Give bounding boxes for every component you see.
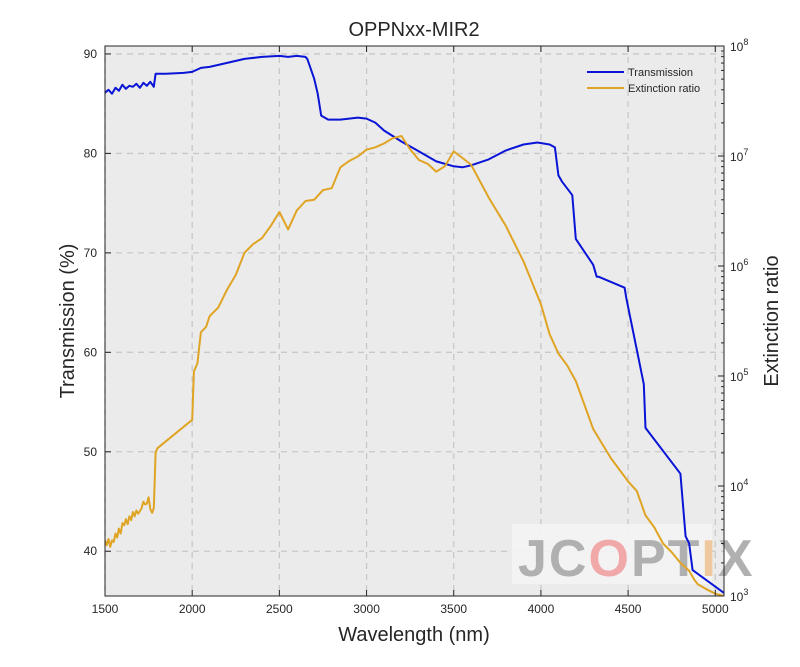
x-tick-label: 2000: [179, 602, 206, 616]
y-tick-label: 80: [84, 146, 98, 160]
y-tick-label: 60: [84, 345, 98, 359]
y-tick-label: 90: [84, 47, 98, 61]
y-tick-label: 70: [84, 246, 98, 260]
y-tick-label: 50: [84, 445, 98, 459]
x-axis-label: Wavelength (nm): [338, 624, 490, 646]
axis-ticks: 1500 2000 2500 3000 3500 4000 4500 5000 40 50 60 70…: [84, 37, 749, 616]
plot-frame: [104, 45, 725, 597]
y2-axis-label: Extinction ratio: [761, 255, 783, 386]
legend-label-extinction-ratio: Extinction ratio: [628, 83, 700, 95]
jcoptix-watermark: JCOPTIX: [512, 524, 755, 588]
x-tick-label: 1500: [92, 602, 119, 616]
x-tick-label: 5000: [702, 602, 729, 616]
x-tick-label: 2500: [266, 602, 293, 616]
y2-tick-label: 104: [730, 477, 748, 494]
y2-tick-label: 108: [730, 37, 748, 54]
chart-title: OPPNxx-MIR2: [348, 19, 479, 41]
series-layer: [105, 54, 724, 596]
x-tick-label: 3000: [353, 602, 380, 616]
y2-tick-label: 106: [730, 257, 748, 274]
y2-tick-label: 107: [730, 147, 748, 164]
legend: Transmission Extinction ratio: [587, 67, 700, 95]
x-tick-label: 4000: [528, 602, 555, 616]
y2-tick-label: 105: [730, 367, 748, 384]
x-tick-label: 4500: [615, 602, 642, 616]
x-tick-label: 3500: [440, 602, 467, 616]
y2-tick-label: 103: [730, 587, 748, 604]
legend-label-transmission: Transmission: [628, 67, 693, 79]
svg-text:JCOPTIX: JCOPTIX: [518, 530, 755, 588]
series-line-extinction-ratio: [105, 135, 724, 596]
y-axis-label: Transmission (%): [57, 244, 79, 399]
y-tick-label: 40: [84, 544, 98, 558]
series-line-transmission: [105, 54, 724, 594]
